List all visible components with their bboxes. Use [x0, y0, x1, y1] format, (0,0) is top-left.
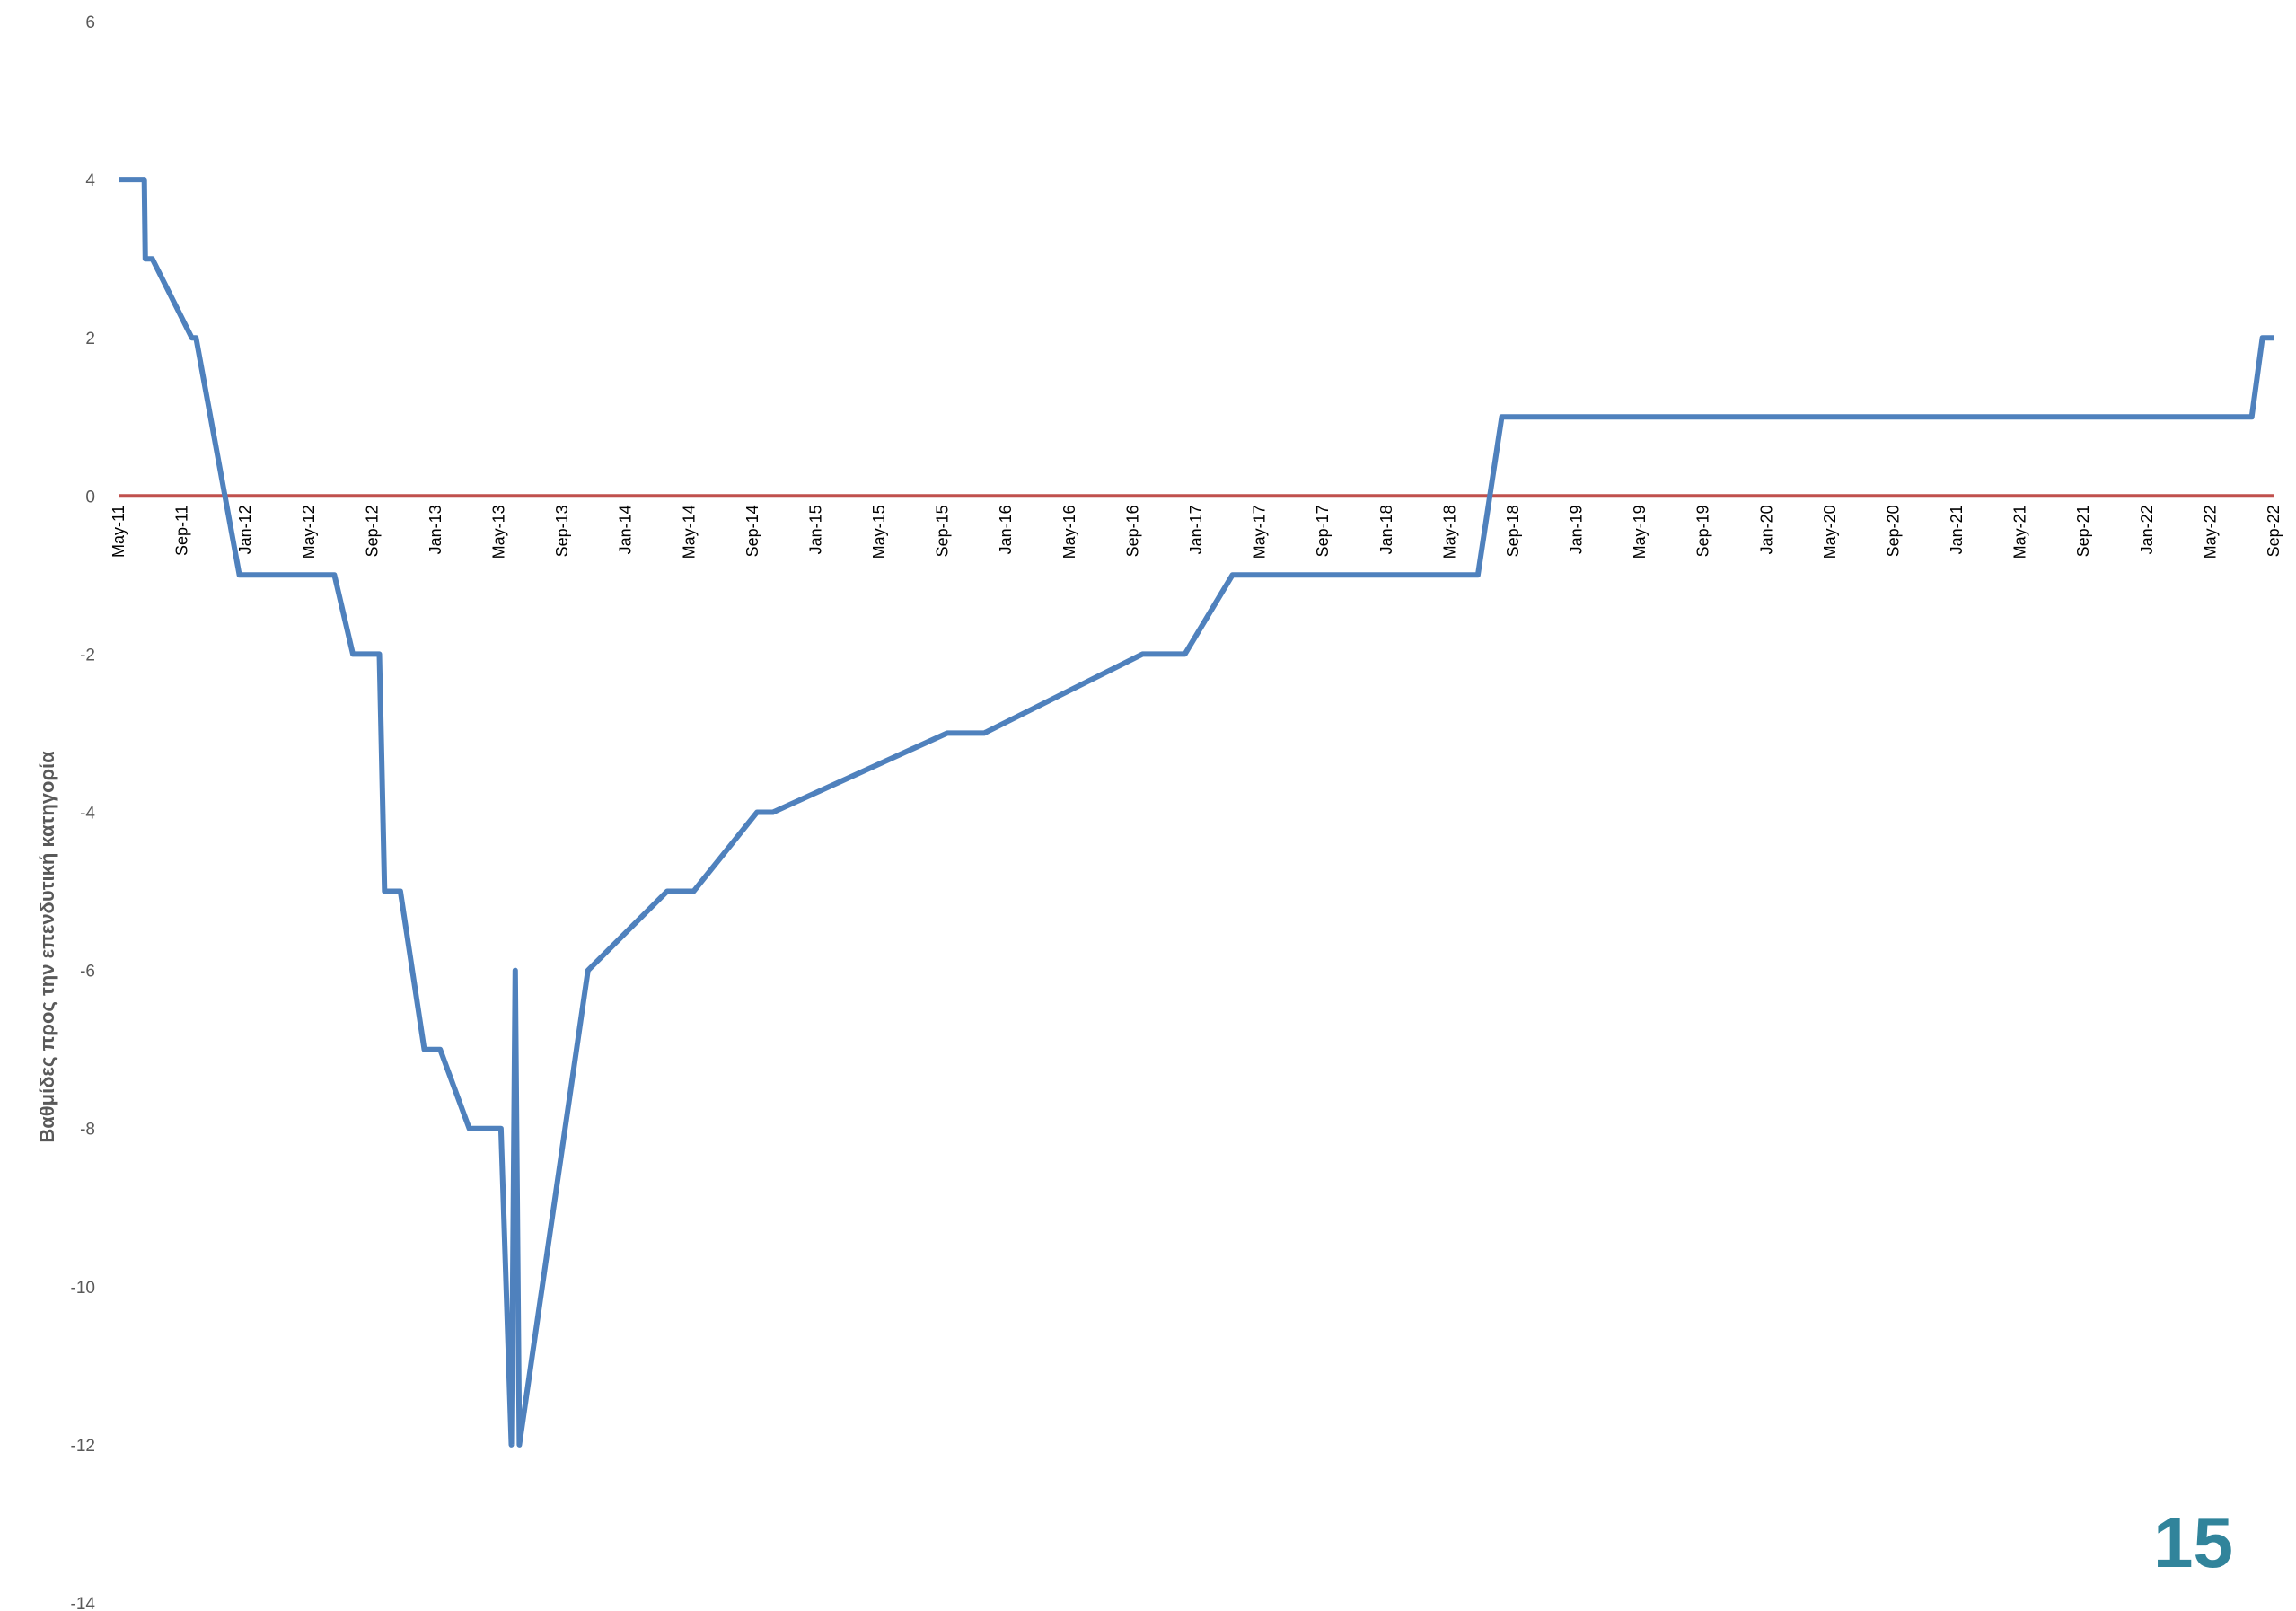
- x-tick-label: May-22: [2201, 505, 2219, 559]
- y-tick-label: 2: [85, 330, 95, 348]
- x-tick-label: Sep-11: [173, 505, 191, 556]
- x-axis-ticks: May-11 Sep-11 Jan-12 May-12 Sep-12 Jan-13 May-…: [110, 505, 2283, 559]
- y-tick-label: -12: [71, 1437, 95, 1456]
- x-tick-label: Sep-14: [743, 505, 761, 557]
- x-tick-label: May-20: [1821, 505, 1839, 559]
- y-tick-label: -10: [71, 1279, 95, 1298]
- y-tick-label: 0: [85, 488, 95, 506]
- series-line: [119, 177, 2274, 1448]
- y-axis-title: Βαθμίδες προς την επενδυτική κατηγορία: [36, 751, 58, 1143]
- x-tick-label: Jan-12: [236, 505, 254, 554]
- x-tick-label: Sep-15: [934, 505, 952, 557]
- x-tick-label: Jan-22: [2138, 505, 2156, 554]
- x-tick-label: Jan-19: [1568, 505, 1586, 554]
- x-tick-label: Jan-18: [1377, 505, 1395, 554]
- x-tick-label: May-11: [110, 505, 128, 558]
- x-tick-label: Sep-17: [1314, 505, 1332, 557]
- x-tick-label: May-12: [300, 505, 318, 559]
- x-tick-label: Sep-22: [2265, 505, 2283, 557]
- y-tick-label: -2: [80, 646, 95, 665]
- x-tick-label: May-19: [1631, 505, 1649, 559]
- page-number: 15: [2153, 1502, 2233, 1582]
- x-tick-label: May-13: [490, 505, 508, 559]
- x-tick-label: Jan-13: [427, 505, 444, 554]
- x-tick-label: Jan-16: [997, 505, 1015, 554]
- x-tick-label: Sep-18: [1504, 505, 1522, 557]
- x-tick-label: Jan-21: [1948, 505, 1966, 554]
- x-tick-label: May-18: [1440, 505, 1458, 559]
- y-tick-label: -14: [71, 1595, 96, 1611]
- x-tick-label: May-21: [2011, 505, 2029, 559]
- x-tick-label: Jan-14: [617, 505, 635, 554]
- x-tick-label: May-14: [680, 505, 698, 559]
- x-tick-label: Sep-21: [2074, 505, 2092, 557]
- y-tick-label: -6: [80, 963, 95, 982]
- y-axis-ticks: 6 4 2 0 -2 -4 -6 -8 -10 -12 -14: [71, 13, 96, 1611]
- y-tick-label: -8: [80, 1121, 95, 1140]
- y-tick-label: 4: [85, 172, 95, 190]
- x-tick-label: Sep-12: [363, 505, 381, 557]
- x-tick-label: May-17: [1251, 505, 1269, 559]
- x-tick-label: Jan-20: [1757, 505, 1775, 554]
- x-tick-label: Sep-16: [1123, 505, 1141, 557]
- x-tick-label: Sep-19: [1694, 505, 1712, 557]
- x-tick-label: May-15: [870, 505, 888, 559]
- x-tick-label: Jan-15: [806, 505, 824, 554]
- y-tick-label: 6: [85, 13, 95, 32]
- x-tick-label: Sep-20: [1884, 505, 1902, 557]
- x-tick-label: May-16: [1060, 505, 1078, 559]
- x-tick-label: Sep-13: [553, 505, 571, 557]
- y-tick-label: -4: [80, 805, 95, 823]
- x-tick-label: Jan-17: [1187, 505, 1205, 554]
